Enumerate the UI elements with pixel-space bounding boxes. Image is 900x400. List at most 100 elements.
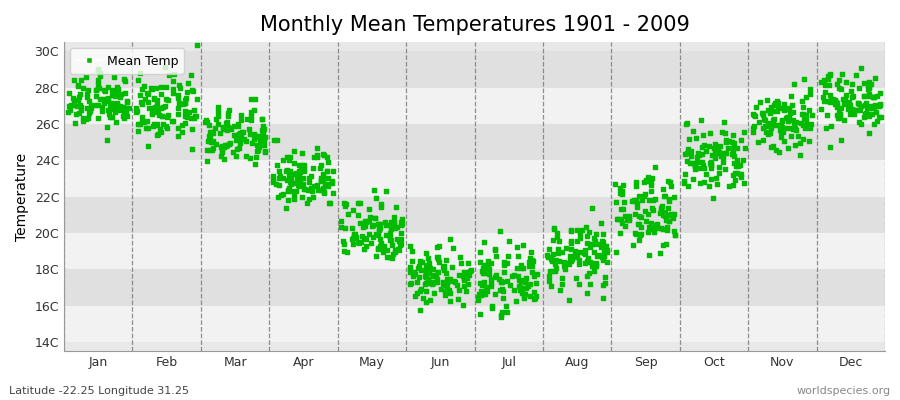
Mean Temp xyxy=(231,135,246,142)
Mean Temp xyxy=(718,137,733,143)
Mean Temp xyxy=(542,278,556,284)
Mean Temp xyxy=(697,178,711,185)
Mean Temp xyxy=(793,152,807,158)
Mean Temp xyxy=(832,109,846,116)
Mean Temp xyxy=(711,146,725,152)
Mean Temp xyxy=(345,236,359,242)
Mean Temp xyxy=(658,193,672,199)
Mean Temp xyxy=(554,248,569,255)
Mean Temp xyxy=(524,261,538,268)
Mean Temp xyxy=(836,116,850,123)
Mean Temp xyxy=(230,123,245,130)
Mean Temp xyxy=(318,183,332,189)
Mean Temp xyxy=(248,96,263,102)
Mean Temp xyxy=(232,134,247,141)
Mean Temp xyxy=(216,124,230,130)
Mean Temp xyxy=(838,96,852,103)
Mean Temp xyxy=(662,218,676,224)
Mean Temp xyxy=(403,268,418,275)
Mean Temp xyxy=(418,280,433,286)
Mean Temp xyxy=(849,72,863,78)
Mean Temp xyxy=(220,124,234,130)
Mean Temp xyxy=(634,231,649,238)
Mean Temp xyxy=(572,230,587,236)
Mean Temp xyxy=(432,242,446,249)
Mean Temp xyxy=(387,214,401,220)
Mean Temp xyxy=(272,182,286,188)
Mean Temp xyxy=(108,88,122,95)
Mean Temp xyxy=(734,170,748,177)
Mean Temp xyxy=(382,237,397,244)
Mean Temp xyxy=(91,66,105,72)
Mean Temp xyxy=(505,273,519,279)
Mean Temp xyxy=(615,220,629,226)
Mean Temp xyxy=(664,183,679,189)
Mean Temp xyxy=(352,240,366,246)
Mean Temp xyxy=(154,84,168,90)
Mean Temp xyxy=(414,286,428,292)
Mean Temp xyxy=(489,253,503,260)
Mean Temp xyxy=(296,186,310,193)
Mean Temp xyxy=(300,200,314,206)
Mean Temp xyxy=(823,71,837,78)
Mean Temp xyxy=(438,282,453,288)
Mean Temp xyxy=(782,114,796,120)
Mean Temp xyxy=(478,291,492,298)
Mean Temp xyxy=(109,104,123,110)
Mean Temp xyxy=(596,230,610,237)
Mean Temp xyxy=(166,86,181,92)
Mean Temp xyxy=(508,286,522,293)
Mean Temp xyxy=(147,96,161,102)
Mean Temp xyxy=(234,112,248,118)
Mean Temp xyxy=(291,182,305,188)
Mean Temp xyxy=(488,274,502,280)
Mean Temp xyxy=(794,120,808,126)
Mean Temp xyxy=(158,123,173,129)
Mean Temp xyxy=(154,129,168,136)
Mean Temp xyxy=(862,84,877,90)
Mean Temp xyxy=(684,153,698,160)
Mean Temp xyxy=(500,278,514,285)
Mean Temp xyxy=(632,237,646,244)
Mean Temp xyxy=(540,254,554,260)
Mean Temp xyxy=(702,160,716,166)
Mean Temp xyxy=(734,171,748,177)
Mean Temp xyxy=(385,220,400,227)
Mean Temp xyxy=(629,230,643,237)
Mean Temp xyxy=(346,235,360,241)
Mean Temp xyxy=(72,91,86,98)
Mean Temp xyxy=(512,283,526,289)
Mean Temp xyxy=(795,111,809,117)
Mean Temp xyxy=(517,285,531,292)
Mean Temp xyxy=(781,105,796,112)
Mean Temp xyxy=(232,140,247,146)
Mean Temp xyxy=(644,220,658,226)
Mean Temp xyxy=(334,218,348,224)
Mean Temp xyxy=(146,109,160,116)
Mean Temp xyxy=(547,226,562,232)
Mean Temp xyxy=(379,188,393,194)
Mean Temp xyxy=(253,136,267,142)
Mean Temp xyxy=(105,100,120,106)
Mean Temp xyxy=(695,151,709,157)
Mean Temp xyxy=(645,226,660,232)
Mean Temp xyxy=(581,269,596,276)
Mean Temp xyxy=(824,99,838,106)
Mean Temp xyxy=(872,114,886,120)
Mean Temp xyxy=(418,262,433,268)
Mean Temp xyxy=(114,91,129,97)
Mean Temp xyxy=(839,78,853,85)
Mean Temp xyxy=(845,106,859,112)
Mean Temp xyxy=(770,98,785,104)
Mean Temp xyxy=(337,240,351,247)
Mean Temp xyxy=(116,104,130,110)
Mean Temp xyxy=(284,181,299,188)
Mean Temp xyxy=(826,96,841,103)
Mean Temp xyxy=(214,149,229,155)
Mean Temp xyxy=(151,131,166,137)
Mean Temp xyxy=(176,100,191,107)
Mean Temp xyxy=(577,249,591,256)
Mean Temp xyxy=(199,117,213,123)
Mean Temp xyxy=(281,188,295,194)
Mean Temp xyxy=(688,161,702,168)
